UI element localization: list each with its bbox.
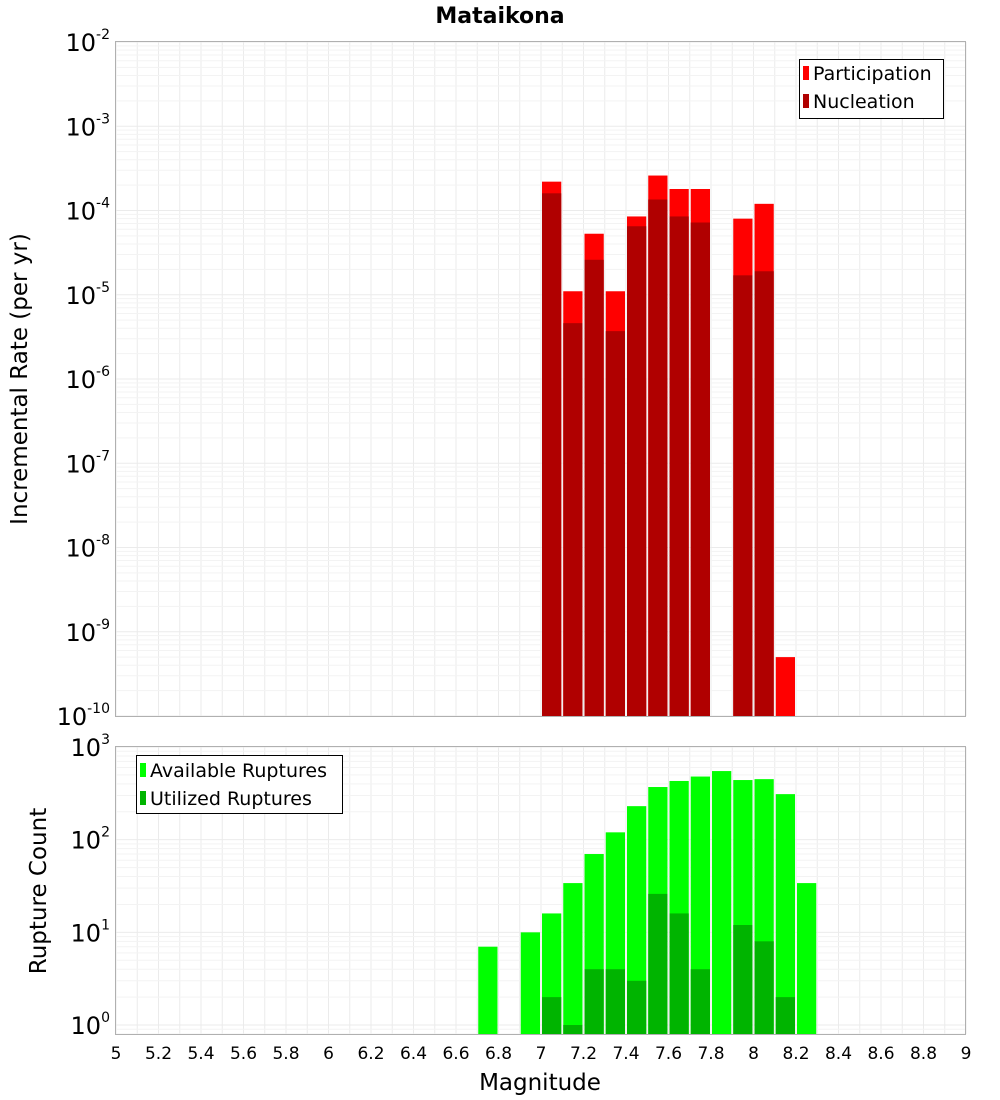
top-bar-nucleation: [542, 193, 562, 717]
legend-swatch-utilized: [140, 791, 146, 805]
top-y-axis-title: Incremental Rate (per yr): [7, 233, 33, 525]
x-tick-label: 5: [111, 1044, 122, 1064]
legend-label-participation: Participation: [813, 63, 932, 85]
top-bar-nucleation: [584, 259, 604, 716]
x-tick-label: 7.6: [655, 1044, 682, 1064]
legend-label-utilized: Utilized Ruptures: [150, 788, 312, 810]
top-bar-nucleation: [669, 216, 689, 716]
legend-swatch-available: [140, 763, 146, 777]
x-tick-label: 6.8: [485, 1044, 512, 1064]
top-y-tick-label: 10-5: [65, 280, 110, 310]
bottom-bar-available-ruptures: [520, 932, 540, 1034]
bottom-bar-available-ruptures: [797, 883, 817, 1034]
top-bar-nucleation: [690, 222, 710, 717]
bottom-y-tick-label: 100: [71, 1010, 110, 1040]
top-bar-nucleation: [563, 323, 583, 716]
top-panel: 10-10 10-9 10-8 10-7 10-6 10-5 10-4 10-3 10-2 In…: [7, 27, 967, 731]
x-tick-label: 5.4: [187, 1044, 214, 1064]
top-y-tick-label: 10-4: [65, 196, 110, 226]
x-tick-label: 8.8: [910, 1044, 937, 1064]
top-bar-nucleation: [648, 199, 668, 716]
bottom-bar-utilized-ruptures: [754, 941, 774, 1034]
bottom-bar-utilized-ruptures: [648, 893, 668, 1034]
bottom-bar-utilized-ruptures: [605, 969, 625, 1034]
x-tick-label: 8.6: [867, 1044, 894, 1064]
x-tick-label: 6.4: [400, 1044, 427, 1064]
top-y-tick-labels: 10-10 10-9 10-8 10-7 10-6 10-5 10-4 10-3 10-2: [57, 27, 111, 731]
bottom-plot-border: [115, 746, 966, 1035]
bottom-y-tick-label: 101: [71, 917, 110, 947]
top-bar-nucleation: [627, 226, 647, 716]
x-tick-label: 6.6: [442, 1044, 469, 1064]
bottom-bar-utilized-ruptures: [669, 913, 689, 1034]
bottom-grid: [115, 746, 967, 1035]
chart-title: Mataikona: [435, 4, 564, 29]
x-tick-label: 5.8: [272, 1044, 299, 1064]
bottom-legend: Available Ruptures Utilized Ruptures: [136, 755, 343, 814]
bottom-y-axis-title: Rupture Count: [26, 808, 52, 974]
top-legend-box: [799, 59, 944, 119]
bottom-bar-available-ruptures: [478, 946, 498, 1034]
top-legend: Participation Nucleation: [799, 59, 944, 119]
top-y-tick-label: 10-2: [65, 27, 110, 57]
top-grid: [115, 41, 967, 717]
bottom-bar-utilized-ruptures: [563, 1025, 583, 1034]
bottom-bar-available-ruptures: [775, 794, 795, 1034]
x-tick-label: 6.2: [357, 1044, 384, 1064]
x-tick-label: 7.2: [570, 1044, 597, 1064]
bottom-bar-available-ruptures: [712, 771, 732, 1034]
bottom-y-tick-label: 103: [71, 732, 110, 762]
top-y-tick-label: 10-9: [65, 617, 110, 647]
bottom-bar-utilized-ruptures: [627, 980, 647, 1034]
bottom-bar-utilized-ruptures: [775, 997, 795, 1034]
bottom-y-tick-labels: 100 101 102 103: [71, 732, 110, 1040]
legend-swatch-participation: [803, 66, 809, 80]
top-y-tick-label: 10-7: [65, 448, 110, 478]
x-tick-label: 8.4: [825, 1044, 852, 1064]
bottom-legend-box: [136, 755, 343, 814]
top-plot-border: [115, 41, 966, 717]
legend-label-nucleation: Nucleation: [813, 91, 915, 113]
bottom-bar-utilized-ruptures: [690, 969, 710, 1034]
legend-swatch-nucleation: [803, 94, 809, 108]
top-bar-nucleation: [733, 275, 753, 716]
x-tick-labels: 5 5.2 5.4 5.6 5.8 6 6.2 6.4 6.6 6.8 7 7.2 7.4 7.6 7.8 8…: [111, 1044, 972, 1064]
bottom-bar-utilized-ruptures: [733, 925, 753, 1034]
top-bar-nucleation: [605, 331, 625, 716]
x-tick-label: 6: [323, 1044, 334, 1064]
x-tick-label: 8: [748, 1044, 759, 1064]
top-y-tick-label: 10-10: [57, 701, 110, 731]
x-axis-title: Magnitude: [479, 1070, 601, 1096]
bottom-bar-utilized-ruptures: [542, 997, 562, 1034]
bottom-bars: [478, 771, 817, 1034]
top-bars: [542, 175, 795, 717]
bottom-y-tick-label: 102: [71, 825, 110, 855]
legend-label-available: Available Ruptures: [150, 760, 327, 782]
x-tick-label: 8.2: [782, 1044, 809, 1064]
x-tick-label: 9: [961, 1044, 972, 1064]
top-bar-participation: [775, 657, 795, 716]
x-tick-label: 7.4: [612, 1044, 639, 1064]
top-y-tick-label: 10-6: [65, 364, 110, 394]
bottom-bar-utilized-ruptures: [584, 969, 604, 1034]
x-tick-label: 7: [536, 1044, 547, 1064]
bottom-bar-available-ruptures: [627, 806, 647, 1034]
x-tick-label: 5.6: [230, 1044, 257, 1064]
top-y-tick-label: 10-3: [65, 111, 110, 141]
top-bar-nucleation: [754, 271, 774, 716]
bottom-bar-available-ruptures: [563, 883, 583, 1034]
x-tick-label: 5.2: [145, 1044, 172, 1064]
x-tick-label: 7.8: [697, 1044, 724, 1064]
top-y-tick-label: 10-8: [65, 533, 110, 563]
bottom-panel: 100 101 102 103 5 5.2 5.4 5.6 5.8 6 6.2 6.4 6.6 6.8 7…: [26, 732, 971, 1096]
